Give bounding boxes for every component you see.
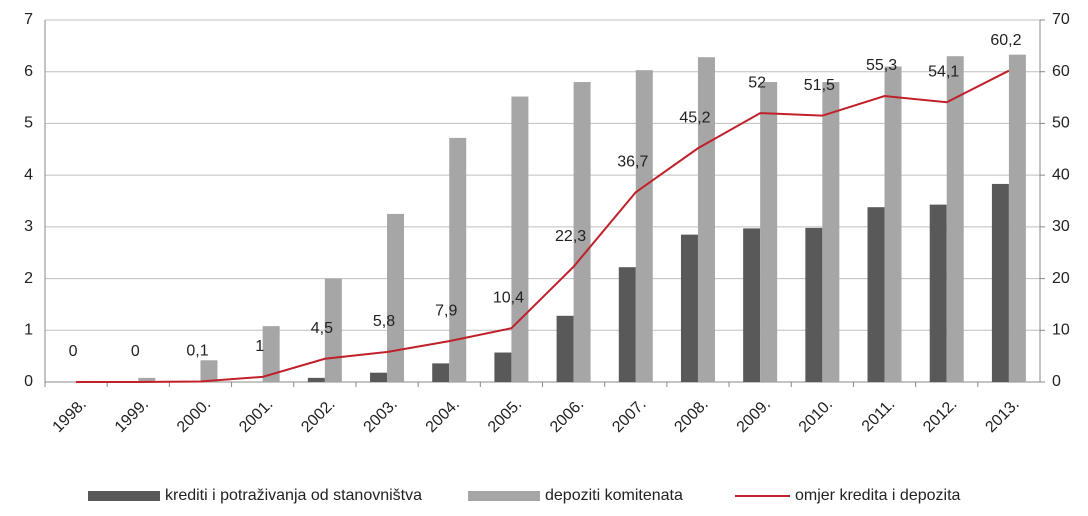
bar [387,213,405,382]
x-tick-label: 2000. [174,396,214,436]
bar [307,377,325,382]
y-tick-label: 5 [24,115,33,132]
data-label: 54,1 [928,63,959,80]
x-tick-label: 2005. [485,396,525,436]
bar [697,57,715,383]
bar [822,82,840,383]
line [76,69,1010,383]
data-label: 55,3 [866,57,897,74]
y-tick-label: 4 [24,166,33,183]
bar [324,278,342,382]
y-tick-label: 1 [24,322,33,339]
x-tick-label: 2009. [734,396,774,436]
bar [867,207,885,382]
x-tick-label: 2011. [859,396,899,436]
data-label: 51,5 [804,77,835,94]
y2-tick-label: 70 [1052,11,1070,28]
legend-swatch [88,491,160,501]
x-tick-label: 2010. [796,396,836,436]
x-tick-label: 2007. [609,396,649,436]
bar [573,82,591,383]
y-tick-label: 7 [24,11,33,28]
data-label: 5,8 [373,313,395,330]
data-label: 0 [131,343,140,360]
bar [200,360,218,382]
bar [432,363,450,382]
bar [743,228,761,382]
data-label: 60,2 [990,32,1021,49]
data-label: 0 [69,343,78,360]
x-tick-label: 2008. [671,396,711,436]
data-label: 7,9 [435,302,457,319]
y2-tick-label: 60 [1052,63,1070,80]
bar [946,56,964,382]
bar [618,267,636,382]
bar [494,352,512,382]
y-tick-label: 3 [24,218,33,235]
bar [370,372,388,382]
x-tick-label: 2006. [547,396,587,436]
y-tick-label: 2 [24,270,33,287]
y2-tick-label: 40 [1052,166,1070,183]
data-label: 45,2 [679,109,710,126]
data-label: 0,1 [186,343,208,360]
bar [991,183,1009,382]
bar [884,66,902,383]
x-tick-label: 2004. [423,396,463,436]
bar [760,82,778,383]
bar [556,315,574,382]
bar [138,377,156,382]
data-label: 1 [255,338,264,355]
y2-tick-label: 20 [1052,270,1070,287]
x-tick-label: 1999. [112,396,152,436]
bar [1008,54,1026,383]
data-label: 10,4 [493,289,524,306]
bar [449,137,467,382]
x-tick-label: 1998. [50,396,90,436]
bar [635,70,653,383]
y-tick-label: 6 [24,63,33,80]
legend-swatch [468,491,540,501]
x-tick-label: 2012. [920,396,960,436]
data-label: 36,7 [617,153,648,170]
legend-label: krediti i potraživanja od stanovništva [165,487,422,504]
legend-label: depoziti komitenata [545,487,683,504]
x-tick-label: 2003. [361,396,401,436]
data-label: 22,3 [555,228,586,245]
y2-tick-label: 50 [1052,115,1070,132]
y2-tick-label: 30 [1052,218,1070,235]
y-tick-label: 0 [24,373,33,390]
x-tick-label: 2002. [298,396,338,436]
y2-tick-label: 0 [1052,373,1061,390]
x-tick-label: 2001. [236,396,276,436]
bar [805,227,823,382]
legend-label: omjer kredita i depozita [795,487,961,504]
bar [511,96,529,382]
bar [929,204,947,382]
bar [680,234,698,382]
x-tick-label: 2013. [982,396,1022,436]
data-label: 52 [748,74,766,91]
data-label: 4,5 [311,320,333,337]
bar [262,326,280,382]
y2-tick-label: 10 [1052,322,1070,339]
